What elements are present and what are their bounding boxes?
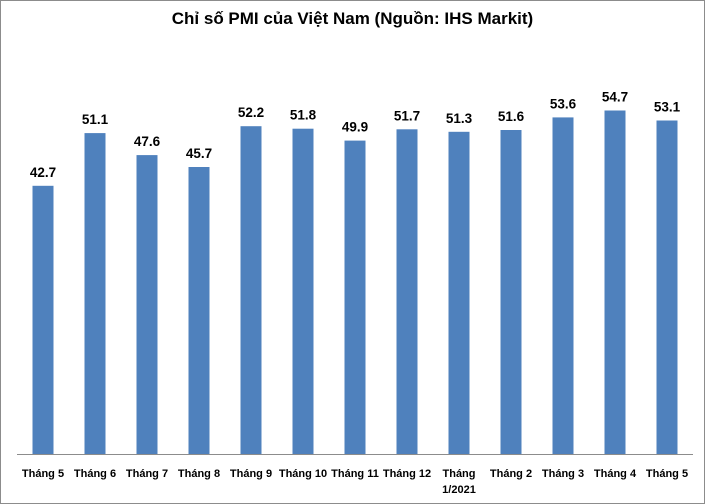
bar [552,117,574,455]
bar [292,128,314,454]
bar [84,133,106,454]
x-tick-label: Tháng 4 [594,468,637,480]
x-tick-label: Tháng 5 [646,468,688,480]
bar [656,120,678,454]
data-label: 53.6 [550,96,577,111]
data-label: 51.8 [290,108,317,123]
x-tick-label: Tháng 11 [331,468,379,480]
x-tick-label: Tháng 12 [383,468,431,480]
tick-labels-layer: Tháng 5 Tháng 6 Tháng 7 Tháng 8 Tháng 9 Tháng… [22,468,688,496]
bar [240,126,262,454]
bar [396,129,418,455]
bar [136,155,158,454]
data-label: 54.7 [602,90,628,105]
bar [344,140,366,454]
bar [32,185,54,455]
x-tick-label: Tháng 3 [542,468,584,480]
bar [448,131,470,455]
data-label: 51.3 [446,111,473,126]
data-label: 42.7 [30,165,56,180]
bars-layer [32,110,678,455]
x-tick-label: Tháng 2 [490,468,532,480]
data-label: 45.7 [186,146,212,161]
data-label: 53.1 [654,100,681,115]
data-label: 51.7 [394,108,420,123]
bar [188,167,210,454]
x-tick-label: Tháng 6 [74,468,116,480]
x-tick-label: Tháng 7 [126,468,168,480]
bar [604,110,626,454]
bar [500,130,522,454]
data-label: 52.2 [238,105,264,120]
x-tick-label: Tháng 1/2021 [442,468,476,496]
chart-title: Chỉ số PMI của Việt Nam (Nguồn: IHS Mark… [171,9,534,28]
data-label: 47.6 [134,134,161,149]
data-label: 49.9 [342,120,368,135]
data-labels-layer: 42.7 51.1 47.6 45.7 52.2 51.8 49.9 51.7 51.3 51.6… [30,90,681,180]
data-label: 51.6 [498,109,525,124]
data-label: 51.1 [82,112,109,127]
x-tick-label: Tháng 8 [178,468,220,480]
x-tick-label: Tháng 10 [279,468,327,480]
x-tick-label: Tháng 5 [22,468,64,480]
x-tick-label: Tháng 9 [230,468,272,480]
